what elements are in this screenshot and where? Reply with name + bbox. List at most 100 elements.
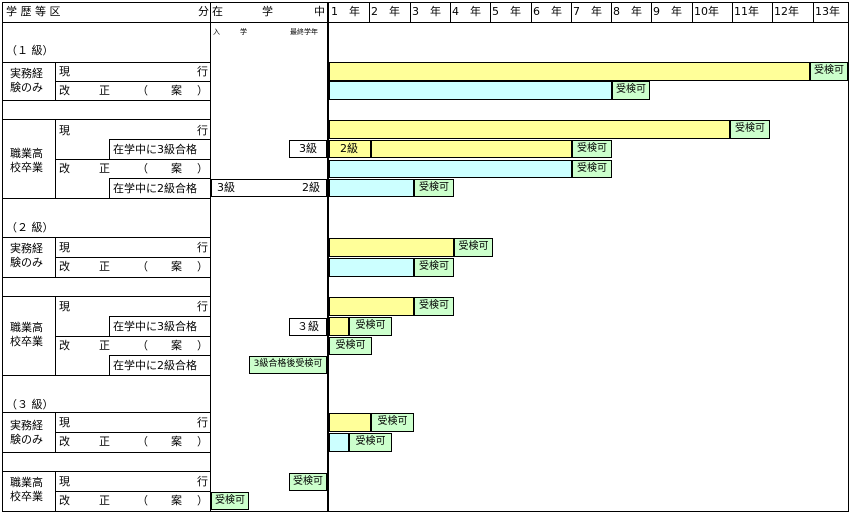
col-divider-row-label <box>55 119 56 198</box>
label-shoku-2: 校卒業 <box>10 335 43 348</box>
label-kai: 改 <box>59 162 70 175</box>
year-tick-line <box>651 2 652 22</box>
year-label: 10年 <box>694 5 719 18</box>
current-bar <box>329 413 371 432</box>
header-category: 学 歴 等 区 <box>6 5 61 18</box>
label-paren-left: （ <box>137 260 148 273</box>
eligible-badge: 受検可 <box>414 179 454 197</box>
header-divider <box>2 22 849 23</box>
current-bar <box>329 238 454 257</box>
row-line <box>2 412 210 413</box>
row-line <box>2 296 210 297</box>
eligible-badge: 受検可 <box>810 62 848 81</box>
year-tick-line <box>571 2 572 22</box>
row-line <box>109 316 110 336</box>
row-line <box>55 257 210 258</box>
year-label: 7 年 <box>573 5 602 18</box>
header-chu: 中 <box>314 5 325 18</box>
col-divider-left <box>210 2 211 512</box>
row-line <box>2 471 210 472</box>
eligible-badge: 受検可 <box>349 433 392 452</box>
year-label: 12年 <box>774 5 799 18</box>
label-jitsumu-2: 験のみ <box>10 256 43 269</box>
year-tick-line <box>692 2 693 22</box>
label-jitsumu-2: 験のみ <box>10 81 43 94</box>
label-sei: 正 <box>99 162 110 175</box>
year-tick-line <box>490 2 491 22</box>
revised-bar <box>329 433 349 452</box>
current-bar <box>371 140 572 158</box>
label-gyo: 行 <box>197 241 208 254</box>
after-3kyu-eligible-badge: 3級合格後受検可 <box>249 356 327 374</box>
row-line <box>55 336 210 337</box>
revised-bar <box>329 258 414 277</box>
year-tick-line <box>813 2 814 22</box>
year-tick-line <box>531 2 532 22</box>
row-line <box>2 100 210 101</box>
label-an: 案 <box>171 339 182 352</box>
header-enroll: 入 <box>213 28 220 36</box>
school-3kyu-box: 3級 <box>289 140 327 158</box>
label-shoku-2: 校卒業 <box>10 161 43 174</box>
row-line <box>109 139 210 140</box>
year-label: 3 年 <box>412 5 441 18</box>
label-gen: 現 <box>59 241 70 254</box>
label-jitsumu-1: 実務経 <box>10 67 43 80</box>
eligible-badge: 受検可 <box>454 238 493 257</box>
label-paren-right: ） <box>197 84 208 97</box>
header-last-grade: 最終学年 <box>290 28 318 36</box>
header-category-suffix: 分 <box>198 5 209 18</box>
section-grade1: （１ 級） <box>6 44 54 57</box>
label-an: 案 <box>171 162 182 175</box>
row-line <box>109 355 110 375</box>
label-paren-left: （ <box>137 339 148 352</box>
label-an: 案 <box>171 435 182 448</box>
label-sei: 正 <box>99 84 110 97</box>
label-gen: 現 <box>59 475 70 488</box>
row-line <box>2 119 210 120</box>
row-line <box>2 277 210 278</box>
label-gen: 現 <box>59 124 70 137</box>
label-jitsumu-1: 実務経 <box>10 242 43 255</box>
row-line <box>55 432 210 433</box>
label-kai: 改 <box>59 84 70 97</box>
year-label: 13年 <box>815 5 840 18</box>
row-line <box>2 452 210 453</box>
label-kai: 改 <box>59 339 70 352</box>
revised-bar <box>329 179 414 197</box>
eligible-badge: 受検可 <box>414 258 454 277</box>
eligible-badge: 受検可 <box>211 492 249 510</box>
year-label: 1 年 <box>331 5 360 18</box>
label-shoku-1: 職業高 <box>10 476 43 489</box>
label-jitsumu-1: 実務経 <box>10 419 43 432</box>
label-pass3: 在学中に3級合格 <box>113 320 197 333</box>
label-paren-left: （ <box>137 435 148 448</box>
label-paren-right: ） <box>197 260 208 273</box>
row-line <box>109 139 110 159</box>
revised-bar <box>329 81 612 100</box>
label-pass2: 在学中に2級合格 <box>113 182 197 195</box>
revised-bar <box>329 160 572 178</box>
label-kai: 改 <box>59 435 70 448</box>
school-3kyu-box: ３級 <box>289 318 327 336</box>
section-grade3: （３ 級） <box>6 398 54 411</box>
row-line <box>109 178 210 179</box>
label-sei: 正 <box>99 260 110 273</box>
row-line <box>2 375 210 376</box>
label-gen: 現 <box>59 300 70 313</box>
current-bar <box>329 120 730 139</box>
label-an: 案 <box>171 494 182 507</box>
year-label: 9 年 <box>653 5 682 18</box>
label-paren-left: （ <box>137 162 148 175</box>
year-tick-line <box>772 2 773 22</box>
eligible-badge: 受検可 <box>730 120 770 139</box>
label-gyo: 行 <box>197 475 208 488</box>
label-paren-right: ） <box>197 162 208 175</box>
current-bar <box>329 317 349 336</box>
year-label: 2 年 <box>371 5 400 18</box>
label-an: 案 <box>171 260 182 273</box>
row-line <box>55 81 210 82</box>
label-gen: 現 <box>59 416 70 429</box>
current-bar <box>329 297 414 316</box>
label-pass3: 在学中に3級合格 <box>113 143 197 156</box>
